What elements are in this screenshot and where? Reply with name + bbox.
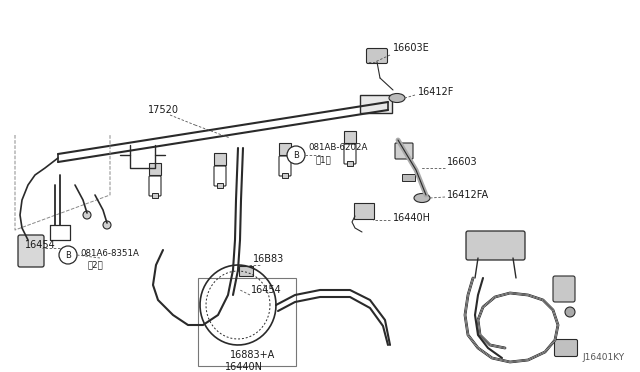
Text: 16454: 16454 (25, 240, 56, 250)
Ellipse shape (389, 93, 405, 103)
Circle shape (59, 246, 77, 264)
FancyBboxPatch shape (279, 143, 291, 155)
Circle shape (287, 146, 305, 164)
Circle shape (103, 221, 111, 229)
FancyBboxPatch shape (152, 193, 158, 198)
Text: B: B (65, 250, 71, 260)
Text: 16412F: 16412F (418, 87, 454, 97)
FancyBboxPatch shape (401, 173, 415, 180)
Text: 16454: 16454 (251, 285, 282, 295)
Text: 16603: 16603 (447, 157, 477, 167)
FancyBboxPatch shape (239, 266, 253, 276)
FancyBboxPatch shape (18, 235, 44, 267)
Ellipse shape (414, 193, 430, 202)
FancyBboxPatch shape (553, 276, 575, 302)
FancyBboxPatch shape (279, 156, 291, 176)
FancyBboxPatch shape (344, 144, 356, 164)
FancyBboxPatch shape (466, 231, 525, 260)
Text: 16B83: 16B83 (253, 254, 284, 264)
FancyBboxPatch shape (217, 183, 223, 188)
Text: （1）: （1） (316, 155, 332, 164)
FancyBboxPatch shape (282, 173, 288, 178)
Text: 081A6-8351A: 081A6-8351A (80, 248, 139, 257)
FancyBboxPatch shape (395, 143, 413, 159)
Text: B: B (293, 151, 299, 160)
Text: J16401KY: J16401KY (583, 353, 625, 362)
FancyBboxPatch shape (214, 166, 226, 186)
Bar (198, 278, 296, 366)
FancyBboxPatch shape (354, 203, 374, 219)
Text: 17520: 17520 (148, 105, 179, 115)
Text: 16412FA: 16412FA (447, 190, 489, 200)
Text: 16603E: 16603E (393, 43, 429, 53)
FancyBboxPatch shape (149, 163, 161, 175)
Text: 081AB-6202A: 081AB-6202A (308, 144, 367, 153)
Circle shape (83, 211, 91, 219)
FancyBboxPatch shape (367, 48, 387, 64)
FancyBboxPatch shape (554, 340, 577, 356)
Text: 16440H: 16440H (393, 213, 431, 223)
Text: （2）: （2） (88, 260, 104, 269)
FancyBboxPatch shape (344, 131, 356, 143)
Text: 16440N: 16440N (225, 362, 263, 372)
FancyBboxPatch shape (347, 161, 353, 166)
Bar (360, 95, 392, 113)
FancyBboxPatch shape (149, 176, 161, 196)
FancyBboxPatch shape (214, 153, 226, 165)
Circle shape (565, 307, 575, 317)
Text: 16883+A: 16883+A (230, 350, 275, 360)
